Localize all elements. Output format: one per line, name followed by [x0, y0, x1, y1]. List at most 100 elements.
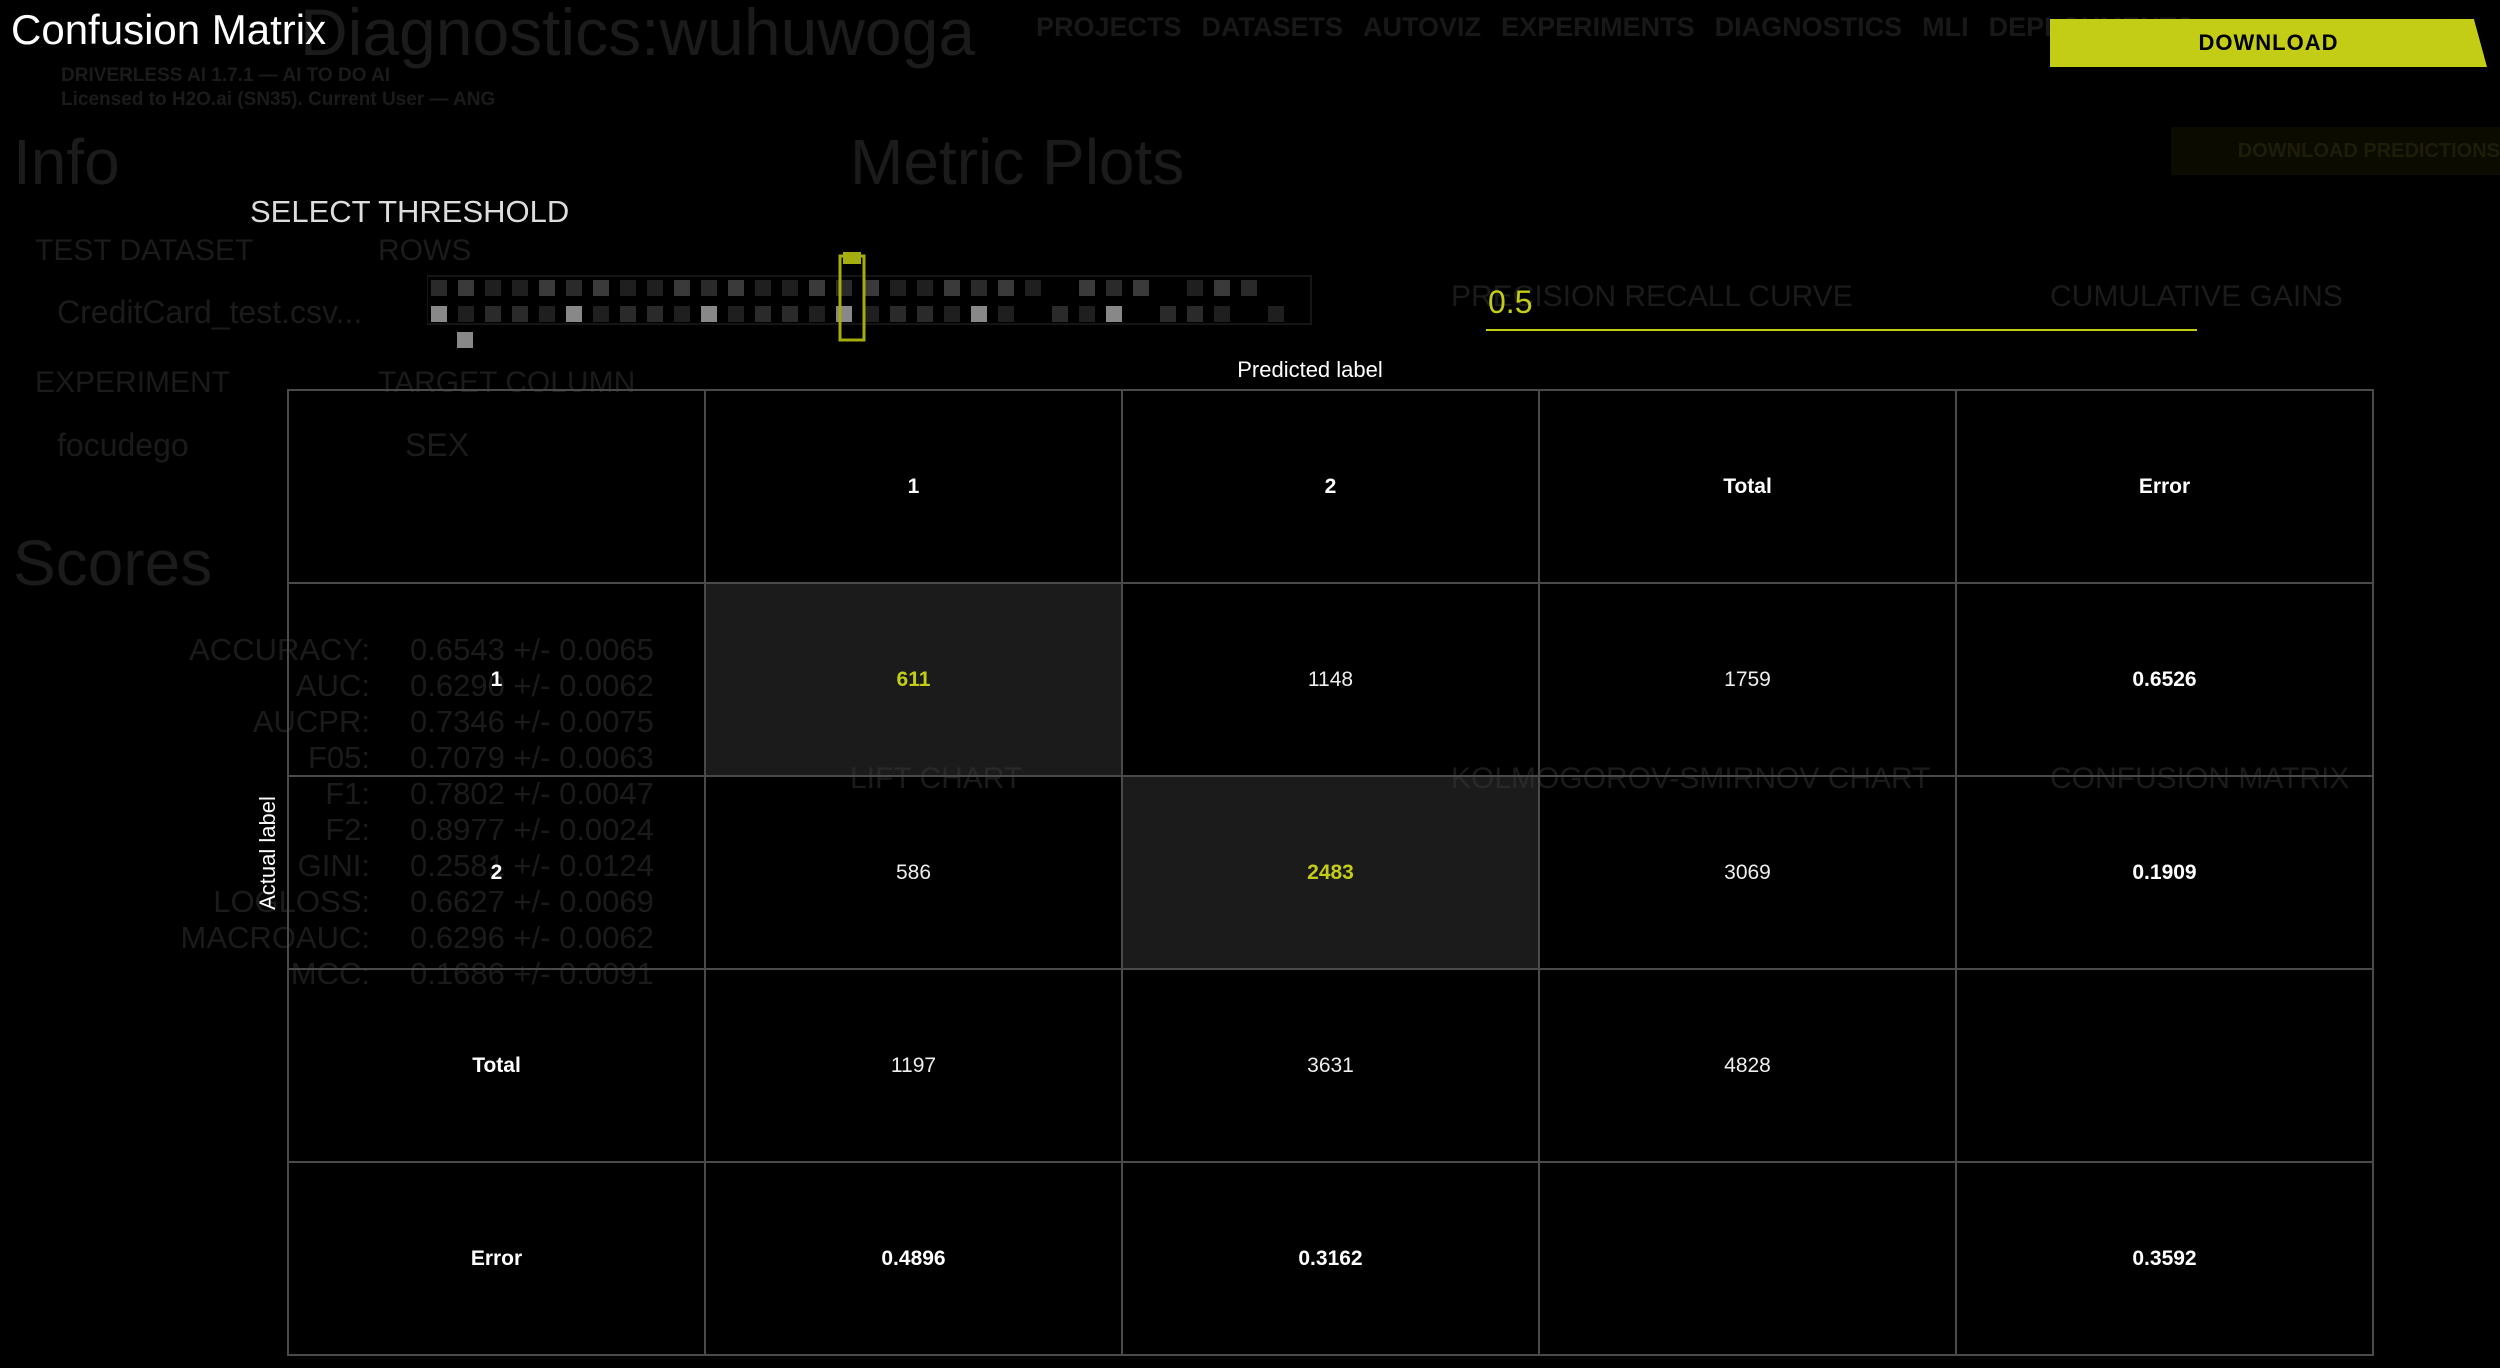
column-header: 2 [1121, 389, 1540, 584]
dialog-title: Confusion Matrix [11, 6, 327, 53]
nav-item: DATASETS [1201, 12, 1344, 42]
slider-cell [674, 280, 690, 296]
slider-cell [485, 306, 501, 322]
slider-cell [458, 280, 474, 296]
label: ROWS [378, 234, 472, 267]
matrix-row: 2 586 2483 3069 0.1909 [287, 775, 2374, 970]
section-title: Scores [13, 527, 213, 599]
nav-item: DIAGNOSTICS [1714, 12, 1903, 42]
slider-cell [431, 280, 447, 296]
header-row: 1 2 Total Error [287, 389, 2374, 584]
row-header: 1 [287, 582, 706, 777]
row-header: 2 [287, 775, 706, 970]
download-predictions[interactable]: DOWNLOAD PREDICTIONS [2171, 127, 2500, 175]
corner-cell [287, 389, 706, 584]
slider-cell [1160, 306, 1176, 322]
nav-item: AUTOVIZ [1363, 12, 1482, 42]
label: TEST DATASET [35, 234, 254, 267]
slider-cell [971, 306, 987, 322]
slider-cell [728, 280, 744, 296]
row-header: Total [287, 968, 706, 1163]
slider-cell [1187, 306, 1203, 322]
slider-cell [647, 306, 663, 322]
slider-cell [1106, 306, 1122, 322]
slider-cell [593, 306, 609, 322]
slider-cell [1025, 280, 1041, 296]
slider-cell [512, 280, 528, 296]
download-button[interactable]: DOWNLOAD [2050, 19, 2487, 67]
slider-cell [944, 280, 960, 296]
value: CreditCard_test.csv... [57, 294, 363, 330]
nav-item: EXPERIMENTS [1501, 12, 1695, 42]
matrix-cell: 0.3592 [1955, 1161, 2374, 1356]
threshold-label: SELECT THRESHOLD [250, 194, 570, 229]
slider-cell [755, 280, 771, 296]
row-header: Error [287, 1161, 706, 1356]
slider-cell [836, 280, 852, 296]
x-axis-label: Predicted label [1237, 357, 1383, 382]
chart-title: PRECISION RECALL CURVE [1451, 280, 1853, 313]
confusion-matrix: 1 2 Total Error 1 611 1148 1759 0.6526 2 586 2483 30… [287, 389, 2374, 1356]
slider-cell [863, 280, 879, 296]
slider-cell [728, 306, 744, 322]
slider-cell [917, 280, 933, 296]
slider-cell [809, 306, 825, 322]
matrix-cell [1538, 1161, 1957, 1356]
matrix-row: Total 1197 3631 4828 [287, 968, 2374, 1163]
input-underline [1486, 329, 2197, 331]
column-header: 1 [704, 389, 1123, 584]
column-header: Total [1538, 389, 1957, 584]
matrix-row: Error 0.4896 0.3162 0.3592 [287, 1161, 2374, 1356]
slider-cell [890, 280, 906, 296]
slider-handle-top [843, 252, 861, 264]
slider-cell [566, 306, 582, 322]
nav-item: PROJECTS [1036, 12, 1182, 42]
slider-cell [1187, 280, 1203, 296]
matrix-cell: 611 [704, 582, 1123, 777]
threshold-slider[interactable] [427, 252, 1317, 352]
slider-cell [890, 306, 906, 322]
value: focudego [57, 427, 189, 463]
slider-cell [836, 306, 852, 322]
y-axis-label: Actual label [255, 796, 280, 910]
slider-cell [1052, 306, 1068, 322]
slider-cell [485, 280, 501, 296]
slider-cell [1079, 306, 1095, 322]
slider-cell [782, 280, 798, 296]
matrix-cell: 586 [704, 775, 1123, 970]
slider-cell [457, 332, 473, 348]
threshold-input[interactable]: 0.5 [1488, 284, 1533, 320]
slider-cell [917, 306, 933, 322]
slider-handle[interactable] [838, 254, 866, 342]
slider-cell [620, 280, 636, 296]
matrix-cell: 0.1909 [1955, 775, 2374, 970]
slider-cell [701, 280, 717, 296]
nav-item: MLI [1922, 12, 1969, 42]
slider-cell [863, 306, 879, 322]
matrix-cell: 1148 [1121, 582, 1540, 777]
slider-cell [998, 306, 1014, 322]
matrix-cell: 0.3162 [1121, 1161, 1540, 1356]
slider-cell [1106, 280, 1122, 296]
nav: PROJECTS DATASETS AUTOVIZ EXPERIMENTS DIAGNO… [1036, 12, 2194, 43]
matrix-cell: 4828 [1538, 968, 1957, 1163]
slider-cell [755, 306, 771, 322]
slider-cell [1268, 306, 1284, 322]
section-title: Metric Plots [850, 126, 1185, 198]
matrix-cell: 0.4896 [704, 1161, 1123, 1356]
slider-cell [593, 280, 609, 296]
matrix-row: 1 611 1148 1759 0.6526 [287, 582, 2374, 777]
column-header: Error [1955, 389, 2374, 584]
slider-cell [1079, 280, 1095, 296]
slider-cell [539, 306, 555, 322]
matrix-cell: 1759 [1538, 582, 1957, 777]
slider-cell [1133, 280, 1149, 296]
slider-track [427, 275, 1312, 325]
slider-cell [431, 306, 447, 322]
slider-cell [458, 306, 474, 322]
matrix-cell: 3631 [1121, 968, 1540, 1163]
slider-cell [971, 280, 987, 296]
slider-cell [809, 280, 825, 296]
slider-cell [944, 306, 960, 322]
